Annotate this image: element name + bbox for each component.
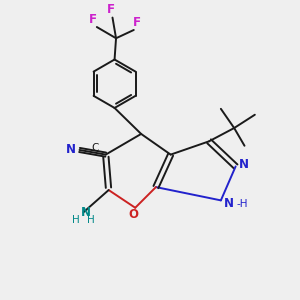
- Text: -H: -H: [236, 199, 248, 209]
- Text: N: N: [239, 158, 249, 171]
- Text: F: F: [133, 16, 141, 29]
- Text: H: H: [72, 215, 80, 226]
- Text: N: N: [224, 197, 234, 210]
- Text: F: F: [89, 13, 97, 26]
- Text: H: H: [87, 215, 95, 226]
- Text: O: O: [129, 208, 139, 221]
- Text: N: N: [81, 206, 91, 219]
- Text: F: F: [107, 3, 115, 16]
- Text: C: C: [92, 143, 99, 153]
- Text: N: N: [66, 143, 76, 157]
